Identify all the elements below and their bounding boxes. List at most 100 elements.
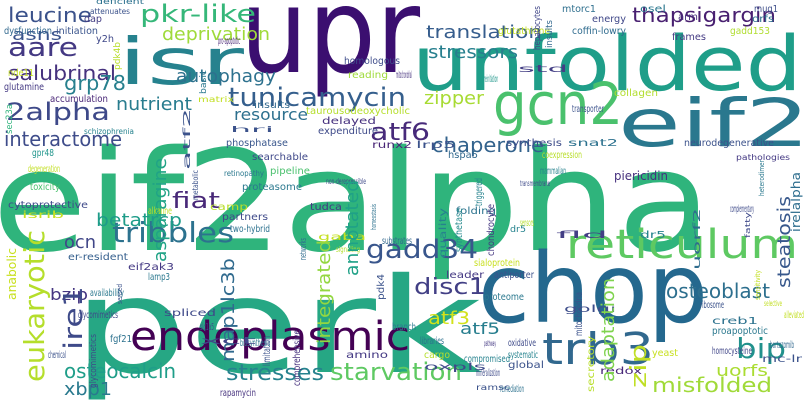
word-resource: resource xyxy=(234,105,308,124)
word-amino: cargo xyxy=(424,350,450,361)
word-salubrinal: salubrinal xyxy=(8,61,116,85)
word-phosphatase: phosphatase xyxy=(226,138,288,149)
word-alanine: fatty xyxy=(744,212,752,238)
word-partners: camp xyxy=(210,202,248,213)
word-anabolic: anabolic xyxy=(5,248,19,300)
word-mitochondria: secretory xyxy=(586,336,597,392)
word-collagen: collagen xyxy=(614,88,658,99)
word-oxpls: libraries xyxy=(420,336,444,347)
word-eukaryotic: eukaryotic xyxy=(18,230,51,382)
word-grp78: grp78 xyxy=(64,71,126,95)
word-xbp1: xbp1 xyxy=(64,379,112,400)
word-trb3: trb3 xyxy=(542,324,654,375)
word-yeast: remediation xyxy=(500,384,524,395)
word-snat2: triggered xyxy=(474,178,485,206)
word-cargo: branch xyxy=(392,322,416,333)
word-initiation: initiation xyxy=(56,26,98,37)
word-taurousodeoxycholic: taurousodeoxycholic xyxy=(306,106,410,117)
word-frames: frames xyxy=(672,32,706,43)
word-limitation: amino xyxy=(346,350,388,361)
word-delayed: insults xyxy=(254,100,290,111)
word-disc1: disc1 xyxy=(414,275,486,300)
word-uorf2: dr5 xyxy=(640,230,666,241)
word-spliced: biosynthesis xyxy=(240,338,270,349)
word-glycomimetics: glycomimetics xyxy=(89,334,99,388)
word-glutathione: glutathione xyxy=(498,26,550,37)
word-orfs: orfs xyxy=(752,14,774,25)
word-fld: sensors xyxy=(520,218,534,229)
word-searchable: searchable xyxy=(252,152,308,163)
word-biosynthesis: comprehensive xyxy=(292,330,303,386)
word-eif2ak3: rapamycin xyxy=(220,388,256,399)
word-unfolded: unfolded xyxy=(412,19,802,108)
word-autophagy: autophagy xyxy=(176,66,276,87)
word-ramsc: sensed xyxy=(116,284,124,304)
word-piericidin: piericidin xyxy=(614,169,668,183)
word-pathologies: attenuates xyxy=(90,7,130,16)
word-zipper: zipper xyxy=(424,88,485,109)
word-pro-apoptotic: atf2 xyxy=(182,108,193,170)
word-proapoptotic: golgi xyxy=(564,304,616,315)
word-ire1: ire1 xyxy=(59,286,89,350)
word-steatosis: steatosis xyxy=(774,196,795,288)
word-atf5: atf5 xyxy=(460,319,500,338)
word-fatty: selective xyxy=(764,299,782,308)
word-oxidative: mc-lr xyxy=(762,354,803,365)
word-bip: bip xyxy=(736,332,786,365)
word-ribosome: proteome xyxy=(484,292,524,303)
word-pathway: homeostasis xyxy=(370,204,378,230)
word-y2h: y2h xyxy=(96,34,114,45)
word-fgf21: pdk4 xyxy=(376,274,387,300)
word-secretory: homocysteine xyxy=(712,346,752,357)
word-attenuates: lrp5 xyxy=(416,140,456,151)
word-starvation: starvation xyxy=(330,358,462,386)
word-nde11: nde11 xyxy=(8,68,34,79)
word-atf6: atf6 xyxy=(370,118,430,146)
word-stresses: stresses xyxy=(226,361,324,386)
word-coexpression: synthesis xyxy=(506,138,562,149)
word-sensitivity: heterodimer xyxy=(758,160,766,196)
word-homologous: homologous xyxy=(344,56,400,67)
word-hepatocytes: hepatocytes xyxy=(533,6,543,50)
word-irelalpha: irelalpha xyxy=(789,172,803,232)
word-gadd153: gadd153 xyxy=(730,26,770,37)
word-homeostasis: non-derepressible xyxy=(326,177,366,186)
word-atf2: pro-apoptotic xyxy=(218,36,240,47)
word-tunicamycin: tunicamycin xyxy=(228,83,406,113)
word-substrates: gaba xyxy=(318,232,366,243)
word-rapamycin: redox xyxy=(600,366,642,377)
word-chemical: availability xyxy=(90,288,124,299)
word-schizophrenia: schizophrenia xyxy=(84,127,134,136)
word-glutamine: glutamine xyxy=(4,82,44,93)
word-cytoprotective: cytoprotective xyxy=(8,200,88,211)
word-upr: upr xyxy=(240,0,420,100)
word-atf3: atf3 xyxy=(428,308,470,329)
word-coffin-lowry: coffin-lowry xyxy=(572,26,626,37)
word-quality: substrates xyxy=(382,236,412,247)
word-xct: slc1a5 xyxy=(200,322,214,333)
word-heterodimer: matrix xyxy=(198,95,234,104)
word-golgi: alleviated xyxy=(784,310,804,321)
word-pkr-like: pkr-like xyxy=(140,0,256,28)
word-dap: dap xyxy=(84,14,102,25)
word-misfolded: misfolded xyxy=(652,373,772,397)
word-deprivation: deprivation xyxy=(162,24,270,45)
word-hri: reinitiation xyxy=(484,74,498,85)
word-dysfunction: dysfunction xyxy=(4,26,52,37)
word-mitochondrial: expenditure xyxy=(318,126,378,137)
word-transporter: snat2 xyxy=(568,138,618,149)
word-networks: two-hybrid xyxy=(230,224,270,235)
word-reading: reading xyxy=(348,70,388,81)
word-map1lc3b: map1lc3b xyxy=(218,258,239,362)
word-bzip: bzip xyxy=(50,285,88,304)
word-fiat: fiat xyxy=(172,189,220,214)
word-selective: sensitivity xyxy=(754,270,762,300)
word-asns: asns xyxy=(12,25,62,44)
word-signaling: transmembrane xyxy=(520,179,550,188)
word-er-resident: er-resident xyxy=(68,252,128,263)
word-folding: folding xyxy=(456,206,496,217)
word-alkaline: metabolic xyxy=(191,170,200,200)
word-mtorc1: mtorc1 xyxy=(562,4,596,15)
word-interactome: interactome xyxy=(4,127,122,151)
